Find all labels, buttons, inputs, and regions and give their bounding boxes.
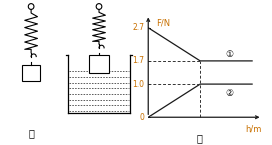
Text: 1.7: 1.7 xyxy=(132,56,144,65)
Text: F/N: F/N xyxy=(157,19,171,28)
Text: h/m: h/m xyxy=(245,125,261,134)
Text: 乙: 乙 xyxy=(197,134,203,144)
Text: ②: ② xyxy=(225,89,233,98)
Bar xyxy=(22,65,40,81)
Text: ①: ① xyxy=(225,50,233,59)
Bar xyxy=(89,55,109,73)
Text: 2.7: 2.7 xyxy=(132,23,144,32)
Text: 1.0: 1.0 xyxy=(132,80,144,89)
Text: 甲: 甲 xyxy=(28,128,34,138)
Text: 0: 0 xyxy=(139,113,144,122)
